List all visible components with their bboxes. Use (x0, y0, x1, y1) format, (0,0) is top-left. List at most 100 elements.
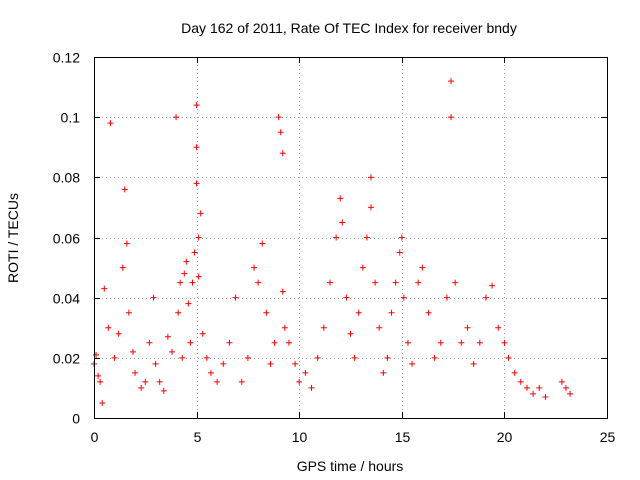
data-point (351, 354, 358, 361)
data-point (193, 144, 200, 151)
data-point (376, 324, 383, 331)
chart-title: Day 162 of 2011, Rate Of TEC Index for r… (181, 20, 517, 36)
data-point (193, 180, 200, 187)
data-point (458, 339, 465, 346)
data-point (448, 114, 455, 121)
data-point (296, 378, 303, 385)
data-point (431, 354, 438, 361)
data-point (177, 279, 184, 286)
data-point (337, 195, 344, 202)
axis-ticks: 0 5 10 15 20 25 0 0.02 0.04 0.06 0.08 0.1 0.12 (53, 50, 616, 446)
data-point (191, 249, 198, 256)
data-point (511, 369, 518, 376)
y-tick-label: 0 (72, 411, 80, 427)
data-point (363, 234, 370, 241)
x-tick-label: 5 (194, 429, 202, 445)
data-points (91, 78, 574, 406)
data-point (119, 264, 126, 271)
data-point (197, 210, 204, 217)
data-point (489, 282, 496, 289)
data-point (277, 129, 284, 136)
data-point (562, 384, 569, 391)
data-point (343, 294, 350, 301)
data-point (517, 378, 524, 385)
data-point (251, 264, 258, 271)
data-point (185, 300, 192, 307)
data-point (195, 234, 202, 241)
data-point (355, 309, 362, 316)
data-point (437, 339, 444, 346)
data-point (160, 387, 167, 394)
data-point (183, 258, 190, 265)
data-point (125, 309, 132, 316)
data-point (203, 354, 210, 361)
data-point (168, 348, 175, 355)
data-point (173, 114, 180, 121)
data-point (285, 339, 292, 346)
data-point (347, 330, 354, 337)
data-point (292, 360, 299, 367)
data-point (138, 384, 145, 391)
data-point (199, 330, 206, 337)
data-point (359, 264, 366, 271)
data-point (530, 390, 537, 397)
data-point (105, 324, 112, 331)
data-point (279, 288, 286, 295)
data-point (400, 294, 407, 301)
data-point (146, 339, 153, 346)
data-point (501, 339, 508, 346)
data-point (181, 270, 188, 277)
data-point (164, 333, 171, 340)
data-point (314, 354, 321, 361)
data-point (523, 384, 530, 391)
y-tick-label: 0.04 (53, 291, 80, 307)
data-point (404, 339, 411, 346)
data-point (279, 150, 286, 157)
data-point (339, 219, 346, 226)
y-tick-label: 0.06 (53, 231, 80, 247)
data-point (97, 378, 104, 385)
data-point (267, 360, 274, 367)
data-point (388, 309, 395, 316)
data-point (156, 378, 163, 385)
data-point (121, 186, 128, 193)
data-point (207, 369, 214, 376)
data-point (464, 324, 471, 331)
data-point (195, 273, 202, 280)
data-point (542, 393, 549, 400)
data-point (302, 369, 309, 376)
data-point (567, 390, 574, 397)
data-point (226, 339, 233, 346)
data-point (482, 294, 489, 301)
data-point (384, 354, 391, 361)
y-tick-label: 0.08 (53, 170, 80, 186)
data-point (263, 309, 270, 316)
data-point (238, 378, 245, 385)
x-axis-label: GPS time / hours (297, 458, 404, 474)
data-point (392, 279, 399, 286)
data-point (505, 354, 512, 361)
data-point (558, 378, 565, 385)
data-point (308, 384, 315, 391)
data-point (281, 324, 288, 331)
x-tick-label: 25 (600, 429, 616, 445)
y-axis-label: ROTI / TECUs (5, 193, 21, 283)
data-point (419, 264, 426, 271)
data-point (415, 279, 422, 286)
data-point (111, 354, 118, 361)
y-tick-label: 0.1 (61, 110, 81, 126)
data-point (396, 249, 403, 256)
data-point (326, 279, 333, 286)
data-point (470, 360, 477, 367)
data-point (152, 360, 159, 367)
data-point (476, 339, 483, 346)
data-point (129, 348, 136, 355)
data-point (409, 360, 416, 367)
data-point (259, 240, 266, 247)
data-point (380, 369, 387, 376)
data-point (115, 330, 122, 337)
data-point (175, 309, 182, 316)
data-point (93, 351, 100, 358)
data-point (443, 294, 450, 301)
